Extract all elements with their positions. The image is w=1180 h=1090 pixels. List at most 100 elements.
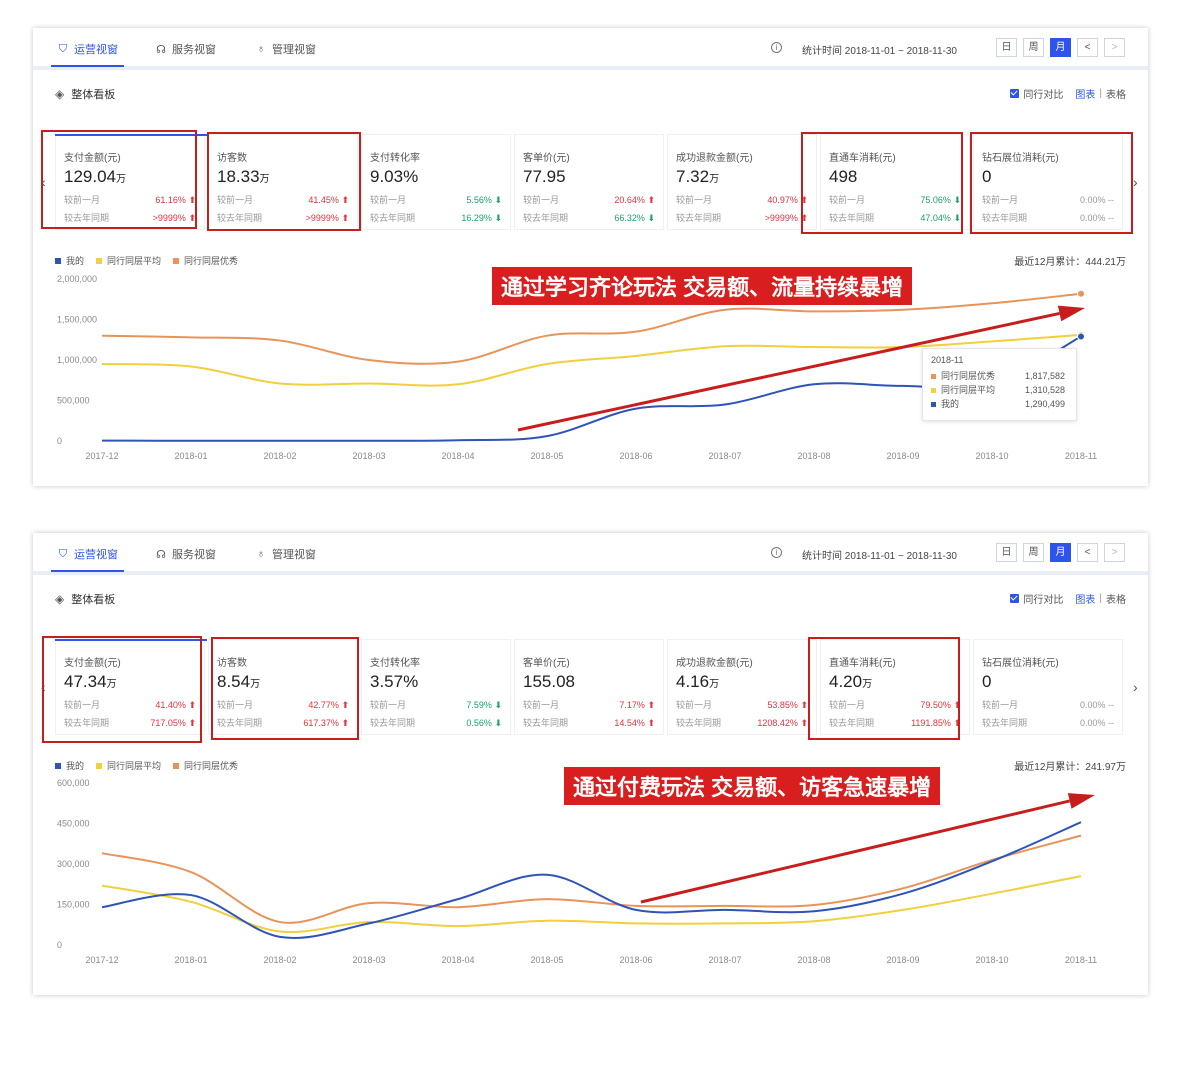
kpi-value: 9.03% <box>370 167 510 189</box>
kpi-card[interactable]: 支付金额(元) 47.34万 较前一月 41.40% ⬆ 较去年同期 717.05% ⬆ <box>55 639 207 735</box>
compare-value: 47.04% ⬇ <box>920 212 961 225</box>
legend-swatch <box>55 257 61 264</box>
period-month-button[interactable]: 月 <box>1050 543 1071 562</box>
kpi-compare-year: 较去年同期 0.00% -- <box>982 717 1114 730</box>
section-header: ◈ 整体看板 <box>55 86 115 102</box>
kpi-number: 155.08 <box>523 672 575 691</box>
y-tick-label: 2,000,000 <box>57 274 97 284</box>
compare-value: 0.00% -- <box>1080 717 1114 730</box>
y-tick-label: 300,000 <box>57 859 90 869</box>
trend-up-icon: ⬆ <box>341 195 349 205</box>
kpi-compare-month: 较前一月 5.56% ⬇ <box>370 194 502 207</box>
view-table-link[interactable]: 表格 <box>1106 90 1126 101</box>
period-month-button[interactable]: 月 <box>1050 38 1071 57</box>
kpi-card[interactable]: 成功退款金额(元) 7.32万 较前一月 40.97% ⬆ 较去年同期 >9999% ⬆ <box>667 134 817 230</box>
tab-management[interactable]: ♁ 管理视窗 <box>256 43 316 56</box>
legend-item-peer-average[interactable]: 同行同层平均 <box>96 759 161 772</box>
trend-up-icon: ⬆ <box>647 700 655 710</box>
highlight-box-payment <box>41 130 197 229</box>
tab-service[interactable]: ☊ 服务视窗 <box>156 43 216 57</box>
chevron-right-icon[interactable]: › <box>1133 174 1138 190</box>
kpi-card[interactable]: 钻石展位消耗(元) 0 较前一月 0.00% -- 较去年同期 0.00% -- <box>973 639 1123 735</box>
x-tick-label: 2018-04 <box>441 955 474 965</box>
kpi-value: 77.95 <box>523 167 663 189</box>
compare-value: 0.56% ⬇ <box>466 717 502 730</box>
next-period-button[interactable]: > <box>1104 543 1125 562</box>
info-icon[interactable]: i <box>771 547 782 558</box>
kpi-card[interactable]: 访客数 8.54万 较前一月 42.77% ⬆ 较去年同期 617.37% ⬆ <box>208 639 358 735</box>
peer-compare-checkbox[interactable] <box>1010 594 1020 603</box>
kpi-card[interactable]: 成功退款金额(元) 4.16万 较前一月 53.85% ⬆ 较去年同期 1208.42% … <box>667 639 817 735</box>
compare-percent: 7.59% <box>466 700 492 710</box>
chevron-left-icon[interactable]: ‹ <box>41 174 46 190</box>
compare-percent: 20.64% <box>614 195 645 205</box>
highlight-box-visitors <box>207 132 361 231</box>
trend-up-icon: ⬆ <box>341 718 349 728</box>
x-tick-label: 2018-10 <box>975 955 1008 965</box>
legend-swatch <box>173 762 180 769</box>
kpi-card[interactable]: 支付转化率 3.57% 较前一月 7.59% ⬇ 较去年同期 0.56% ⬇ <box>361 639 511 735</box>
period-week-button[interactable]: 周 <box>1023 38 1044 57</box>
prev-period-button[interactable]: < <box>1077 38 1098 57</box>
line-chart: 0 150,000 300,000 450,000 600,000 2017-12 2018… <box>57 778 1097 965</box>
view-table-link[interactable]: 表格 <box>1106 595 1126 606</box>
trend-flat-icon: -- <box>1108 195 1114 205</box>
x-tick-label: 2018-05 <box>530 955 563 965</box>
legend-item-peer-excellent[interactable]: 同行同层优秀 <box>173 254 238 267</box>
kpi-value: 8.54万 <box>217 672 357 694</box>
compare-percent: 42.77% <box>308 700 339 710</box>
prev-period-button[interactable]: < <box>1077 543 1098 562</box>
kpi-card[interactable]: 支付转化率 9.03% 较前一月 5.56% ⬇ 较去年同期 16.29% ⬇ <box>361 134 511 230</box>
legend-item-peer-excellent[interactable]: 同行同层优秀 <box>173 759 238 772</box>
medal-icon: ♁ <box>256 43 266 55</box>
compare-percent: 16.29% <box>461 213 492 223</box>
trend-down-icon: ⬇ <box>953 195 961 205</box>
period-day-button[interactable]: 日 <box>996 38 1017 57</box>
x-tick-label: 2018-11 <box>1065 451 1097 461</box>
info-icon[interactable]: i <box>771 42 782 53</box>
chevron-right-icon[interactable]: › <box>1133 679 1138 695</box>
period-day-button[interactable]: 日 <box>996 543 1017 562</box>
legend-swatch <box>96 257 103 264</box>
tab-management[interactable]: ♁ 管理视窗 <box>256 548 316 561</box>
highlight-box-payment <box>42 636 202 743</box>
compare-value: 42.77% ⬆ <box>308 699 349 712</box>
tab-service[interactable]: ☊ 服务视窗 <box>156 548 216 562</box>
compare-percent: >9999% <box>152 213 186 223</box>
view-chart-link[interactable]: 图表 <box>1075 595 1096 606</box>
view-chart-link[interactable]: 图表 <box>1075 90 1096 101</box>
kpi-card[interactable]: 支付金额(元) 129.04万 较前一月 61.16% ⬆ 较去年同期 >9999% ⬆ <box>55 134 207 230</box>
divider: | <box>1099 593 1102 604</box>
period-week-button[interactable]: 周 <box>1023 543 1044 562</box>
tab-operations[interactable]: ⛉ 运营视窗 <box>51 547 124 572</box>
trend-flat-icon: -- <box>1108 718 1114 728</box>
kpi-card[interactable]: 直通车消耗(元) 4.20万 较前一月 79.50% ⬆ 较去年同期 1191.85% ⬆ <box>820 639 970 735</box>
legend-item-mine[interactable]: 我的 <box>55 254 84 267</box>
kpi-number: 4.20 <box>829 672 863 691</box>
compare-label: 较前一月 <box>370 700 407 710</box>
compare-label: 较前一月 <box>982 195 1019 205</box>
kpi-compare-month: 较前一月 41.45% ⬆ <box>217 194 349 207</box>
trend-arrow-head <box>1067 793 1095 809</box>
kpi-label: 访客数 <box>217 153 247 164</box>
legend-item-peer-average[interactable]: 同行同层平均 <box>96 254 161 267</box>
y-tick-label: 600,000 <box>57 778 90 788</box>
trend-flat-icon: -- <box>1108 213 1114 223</box>
kpi-card[interactable]: 客单价(元) 155.08 较前一月 7.17% ⬆ 较去年同期 14.54% ⬆ <box>514 639 664 735</box>
trend-up-icon: ⬆ <box>647 718 655 728</box>
kpi-compare-year: 较去年同期 16.29% ⬇ <box>370 212 502 225</box>
tab-operations[interactable]: ⛉ 运营视窗 <box>51 42 124 67</box>
layers-icon: ◈ <box>55 592 65 606</box>
next-period-button[interactable]: > <box>1104 38 1125 57</box>
top-nav-bar: ⛉ 运营视窗 ☊ 服务视窗 ♁ 管理视窗 i 统计时间 2018-11-01 ~… <box>33 533 1148 575</box>
kpi-card[interactable]: 访客数 18.33万 较前一月 41.45% ⬆ 较去年同期 >9999% ⬆ <box>208 134 358 230</box>
kpi-card[interactable]: 钻石展位消耗(元) 0 较前一月 0.00% -- 较去年同期 0.00% -- <box>973 134 1123 230</box>
kpi-card[interactable]: 客单价(元) 77.95 较前一月 20.64% ⬆ 较去年同期 66.32% ⬇ <box>514 134 664 230</box>
chart-legend: 我的 同行同层平均 同行同层优秀 <box>55 759 238 772</box>
x-tick-label: 2018-08 <box>797 955 830 965</box>
peer-compare-label: 同行对比 <box>1023 595 1064 606</box>
peer-compare-checkbox[interactable] <box>1010 89 1020 98</box>
trend-up-icon: ⬆ <box>953 700 961 710</box>
kpi-card[interactable]: 直通车消耗(元) 498 较前一月 75.06% ⬇ 较去年同期 47.04% ⬇ <box>820 134 970 230</box>
legend-item-mine[interactable]: 我的 <box>55 759 84 772</box>
